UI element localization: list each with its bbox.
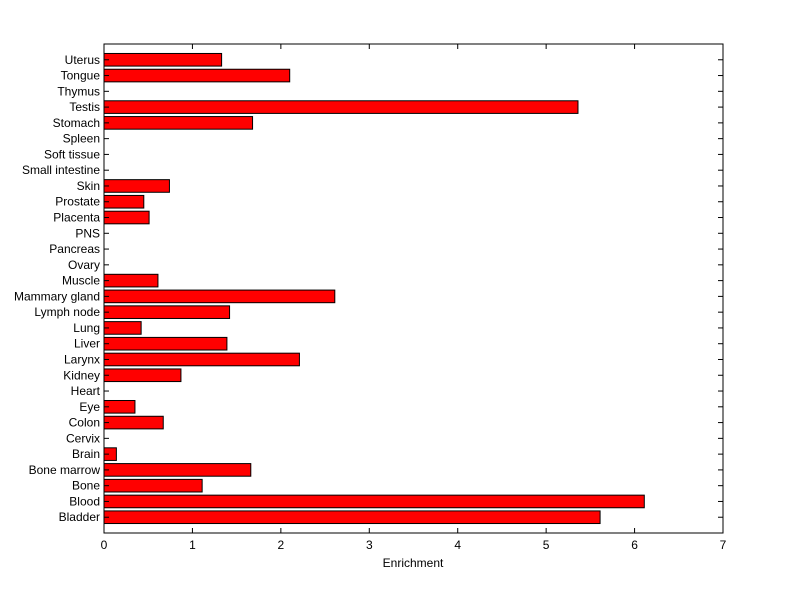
y-tick-label: Lung (73, 321, 100, 335)
x-tick-label: 1 (189, 538, 196, 552)
y-tick-label: Muscle (62, 274, 100, 288)
y-tick-label: Skin (77, 179, 100, 193)
y-tick-label: Bone marrow (29, 463, 101, 477)
bar (103, 368, 182, 383)
bar (103, 321, 142, 335)
y-tick-label: Eye (79, 400, 100, 414)
bar (103, 179, 170, 193)
x-tick-label: 4 (454, 538, 461, 552)
bar (103, 100, 579, 114)
bar (103, 510, 601, 525)
x-tick-label: 6 (631, 538, 638, 552)
x-tick-label: 5 (543, 538, 550, 552)
y-tick-label: Bone (72, 479, 100, 493)
bar (103, 116, 254, 130)
y-tick-label: Prostate (55, 195, 100, 209)
x-tick-label: 7 (720, 538, 727, 552)
y-tick-label: Blood (69, 494, 100, 508)
bar (103, 352, 300, 367)
y-tick-label: Placenta (53, 211, 100, 225)
y-tick-label: Brain (72, 447, 100, 461)
y-tick-label: Cervix (66, 431, 100, 445)
y-tick-label: Testis (69, 100, 100, 114)
bar (103, 289, 336, 304)
bar (103, 305, 231, 319)
bar (103, 194, 145, 209)
y-tick-label: Uterus (65, 53, 100, 67)
y-tick-label: Small intestine (22, 163, 100, 177)
y-tick-label: Kidney (63, 368, 100, 382)
bar (103, 478, 203, 493)
bar (103, 68, 291, 83)
x-tick-label: 3 (366, 538, 373, 552)
y-tick-label: Ovary (68, 258, 100, 272)
bar (103, 210, 150, 225)
x-tick-label: 2 (278, 538, 285, 552)
bar (103, 415, 164, 430)
y-tick-label: Lymph node (34, 305, 100, 319)
y-tick-label: Colon (69, 416, 100, 430)
y-tick-label: Spleen (63, 132, 100, 146)
bar (103, 336, 228, 351)
y-tick-label: Mammary gland (14, 289, 100, 303)
y-tick-label: Tongue (61, 69, 101, 83)
y-tick-label: Larynx (64, 352, 100, 366)
x-tick-label: 0 (101, 538, 108, 552)
bar (103, 494, 645, 509)
y-tick-label: Bladder (59, 510, 100, 524)
y-tick-label: Liver (74, 337, 100, 351)
y-tick-label: Pancreas (49, 242, 100, 256)
bar (103, 52, 223, 67)
bar (103, 273, 159, 288)
y-tick-label: PNS (75, 226, 100, 240)
y-tick-label: Stomach (53, 116, 100, 130)
y-tick-label: Heart (71, 384, 101, 398)
y-tick-label: Soft tissue (44, 147, 100, 161)
x-axis-label: Enrichment (383, 556, 444, 570)
y-tick-label: Thymus (57, 84, 100, 98)
bar (103, 463, 252, 477)
